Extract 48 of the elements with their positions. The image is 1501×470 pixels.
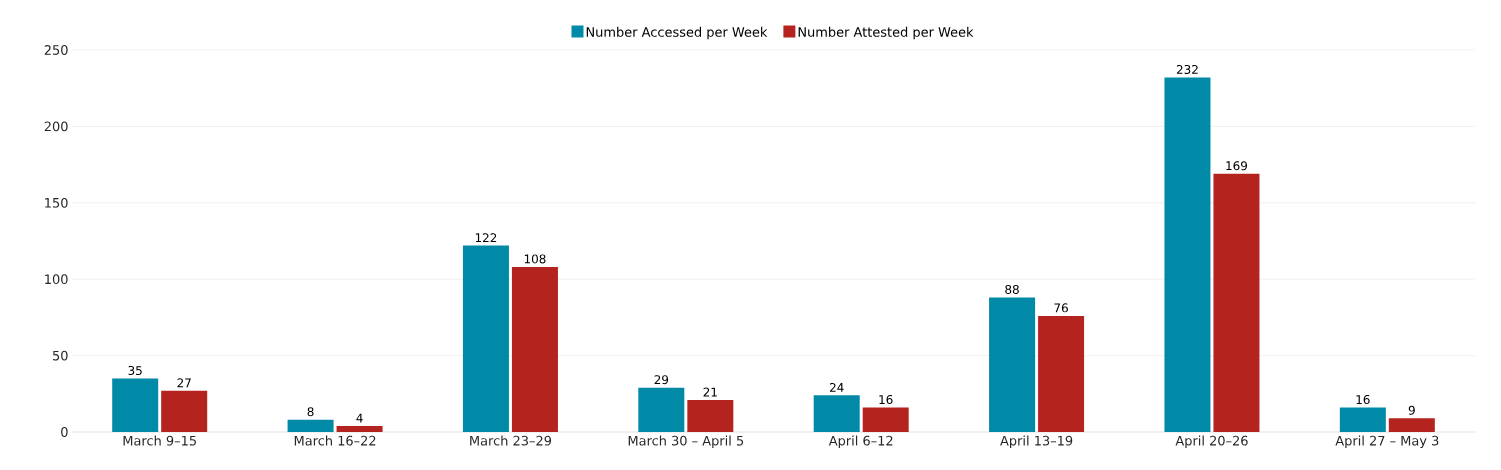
bar <box>1038 315 1085 433</box>
data-label: 232 <box>1176 64 1198 74</box>
y-tick-label: 50 <box>53 350 68 361</box>
data-label: 108 <box>524 254 546 264</box>
data-label: 169 <box>1226 161 1248 171</box>
bar <box>161 390 208 433</box>
y-tick-label: 150 <box>45 197 68 208</box>
data-label: 88 <box>1005 284 1019 295</box>
data-label: 4 <box>356 413 363 423</box>
bar <box>287 419 334 433</box>
bar <box>1213 173 1260 433</box>
bar <box>1388 418 1435 433</box>
data-label: 21 <box>703 387 717 397</box>
bar <box>1164 77 1211 433</box>
bar <box>112 378 159 433</box>
x-tick-label: April 20–26 <box>1175 435 1248 449</box>
data-label: 9 <box>1408 405 1415 415</box>
data-label: 24 <box>829 382 844 392</box>
y-tick-label: 100 <box>45 274 68 285</box>
bar <box>989 297 1036 433</box>
bar <box>462 245 509 433</box>
data-label: 8 <box>307 407 314 417</box>
data-label: 76 <box>1054 303 1068 313</box>
bar <box>687 399 734 433</box>
data-label: 29 <box>654 375 669 385</box>
y-tick-label: 250 <box>44 45 68 55</box>
x-tick-label: March 23–29 <box>470 435 552 446</box>
y-tick-label: 0 <box>61 427 68 437</box>
bar <box>638 387 685 433</box>
data-label: 16 <box>1356 395 1370 405</box>
bar <box>862 407 909 433</box>
data-label: 35 <box>128 365 142 376</box>
bar <box>1339 407 1386 433</box>
data-label: 122 <box>475 233 497 243</box>
data-label: 16 <box>879 395 893 405</box>
y-tick-label: 200 <box>44 121 68 132</box>
bar <box>511 266 558 433</box>
data-label: 27 <box>177 378 191 388</box>
x-tick-label: April 6–12 <box>828 435 893 449</box>
x-tick-label: April 13–19 <box>1000 435 1073 449</box>
x-tick-label: March 9–15 <box>123 435 196 446</box>
x-tick-label: March 30 – April 5 <box>628 435 744 449</box>
x-tick-label: March 16–22 <box>294 435 376 446</box>
bar <box>336 425 383 433</box>
x-tick-label: April 27 – May 3 <box>1335 435 1439 449</box>
legend-label: Number Attested per Week <box>798 26 974 40</box>
legend-label: Number Accessed per Week <box>586 26 768 40</box>
bar <box>813 395 860 433</box>
